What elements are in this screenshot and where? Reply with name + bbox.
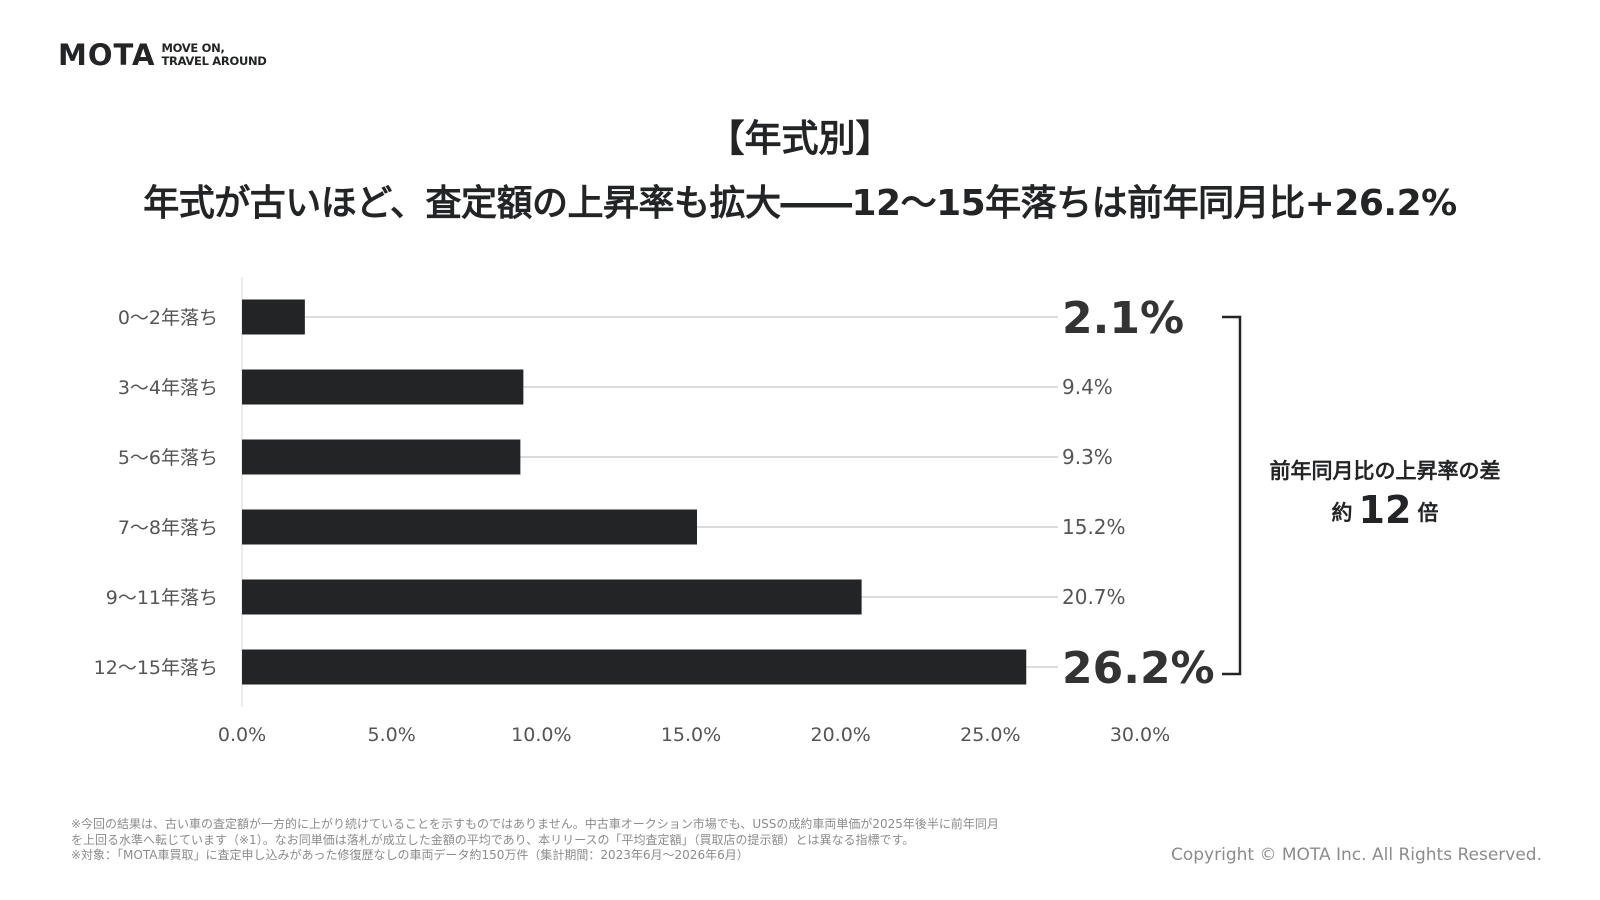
bar bbox=[242, 439, 521, 475]
x-tick-label: 25.0% bbox=[960, 724, 1020, 746]
category-label: 12〜15年落ち bbox=[94, 657, 218, 679]
category-label: 0〜2年落ち bbox=[118, 307, 218, 329]
labels-group: 0.0% 5.0% 10.0% 15.0% 20.0% 25.0% 30.0% 0〜2年落ち 2… bbox=[94, 293, 1215, 746]
copyright-text: Copyright © MOTA Inc. All Rights Reserve… bbox=[1171, 845, 1542, 865]
logo-tagline-line1: MOVE ON, bbox=[161, 41, 225, 55]
value-label: 9.4% bbox=[1062, 375, 1113, 399]
mota-logo: MOTA MOVE ON, TRAVEL AROUND bbox=[58, 40, 267, 70]
leader-lines-group bbox=[304, 316, 1058, 668]
value-label: 15.2% bbox=[1062, 515, 1126, 539]
callout-number: 12 bbox=[1358, 488, 1412, 532]
bar bbox=[242, 649, 1027, 685]
callout-suffix: 倍 bbox=[1417, 501, 1439, 525]
footnote-line: ※今回の結果は、古い車の査定額が一方的に上がり続けていることを示すものではありま… bbox=[71, 817, 999, 831]
x-tick-label: 20.0% bbox=[810, 724, 870, 746]
category-label: 7〜8年落ち bbox=[118, 517, 218, 539]
bar bbox=[242, 579, 862, 615]
x-tick-label: 5.0% bbox=[368, 724, 416, 746]
logo-tagline-line2: TRAVEL AROUND bbox=[161, 54, 267, 68]
bar bbox=[242, 509, 697, 545]
callout-box: 前年同月比の上昇率の差 約 12 倍 bbox=[1245, 456, 1525, 533]
callout-line2: 約 12 倍 bbox=[1245, 490, 1525, 533]
bars-group bbox=[242, 299, 1027, 685]
bar bbox=[242, 299, 305, 335]
footnote-line: を上回る水準へ転じています（※1）。なお同単価は落札が成立した金額の平均であり、… bbox=[71, 832, 915, 847]
value-label: 26.2% bbox=[1062, 643, 1215, 694]
page-title: 【年式別】 bbox=[707, 117, 893, 160]
value-label: 2.1% bbox=[1062, 293, 1184, 344]
callout-line1: 前年同月比の上昇率の差 bbox=[1269, 459, 1501, 483]
bar bbox=[242, 369, 524, 405]
callout-bracket bbox=[1222, 315, 1242, 676]
value-label: 20.7% bbox=[1062, 585, 1126, 609]
logo-tagline: MOVE ON, TRAVEL AROUND bbox=[162, 42, 267, 68]
footnote-line: ※対象：「MOTA車買取」に査定申し込みがあった修復歴なしの車両データ約150万… bbox=[71, 848, 749, 862]
callout-prefix: 約 bbox=[1331, 501, 1353, 525]
category-label: 9〜11年落ち bbox=[106, 587, 218, 609]
category-label: 3〜4年落ち bbox=[118, 377, 218, 399]
value-label: 9.3% bbox=[1062, 445, 1113, 469]
page-subtitle: 年式が古いほど、査定額の上昇率も拡大――12〜15年落ちは前年同月比+26.2% bbox=[143, 183, 1457, 224]
x-tick-label: 0.0% bbox=[218, 724, 266, 746]
x-tick-label: 15.0% bbox=[661, 724, 721, 746]
x-tick-label: 30.0% bbox=[1110, 724, 1170, 746]
logo-mark: MOTA bbox=[58, 38, 156, 72]
x-tick-label: 10.0% bbox=[511, 724, 571, 746]
footnotes: ※今回の結果は、古い車の査定額が一方的に上がり続けていることを示すものではありま… bbox=[71, 817, 999, 864]
category-label: 5〜6年落ち bbox=[118, 447, 218, 469]
